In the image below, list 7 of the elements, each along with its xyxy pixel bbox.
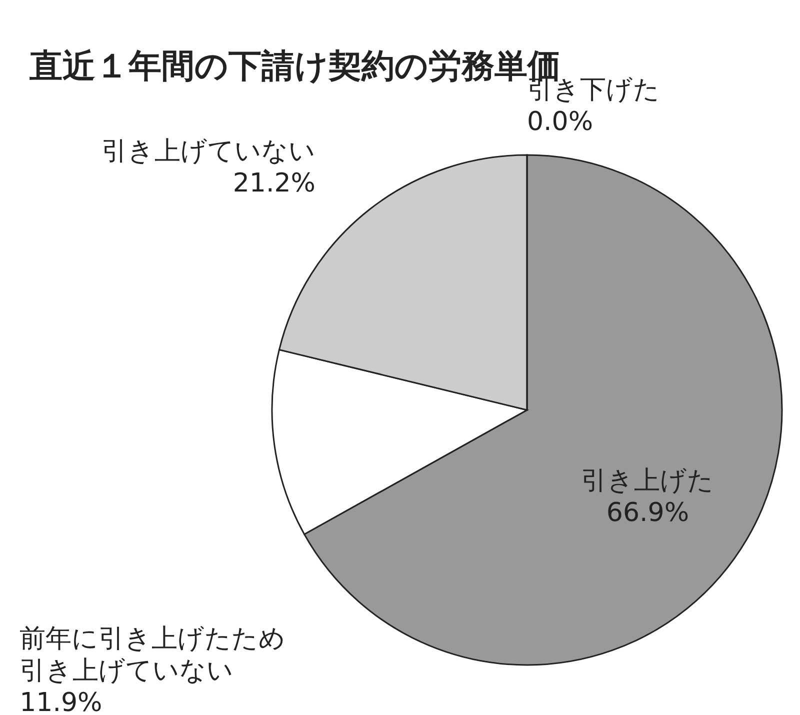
slice-label: 前年に引き上げたため引き上げていない (20, 624, 286, 686)
slice-label: 引き上げた (581, 466, 714, 496)
data-label: 11.9% (20, 688, 102, 715)
data-label: 66.9% (606, 498, 690, 528)
slice-label: 引き上げていない (101, 136, 316, 166)
data-label: 21.2% (232, 168, 316, 198)
text: 0.0% (527, 107, 594, 137)
